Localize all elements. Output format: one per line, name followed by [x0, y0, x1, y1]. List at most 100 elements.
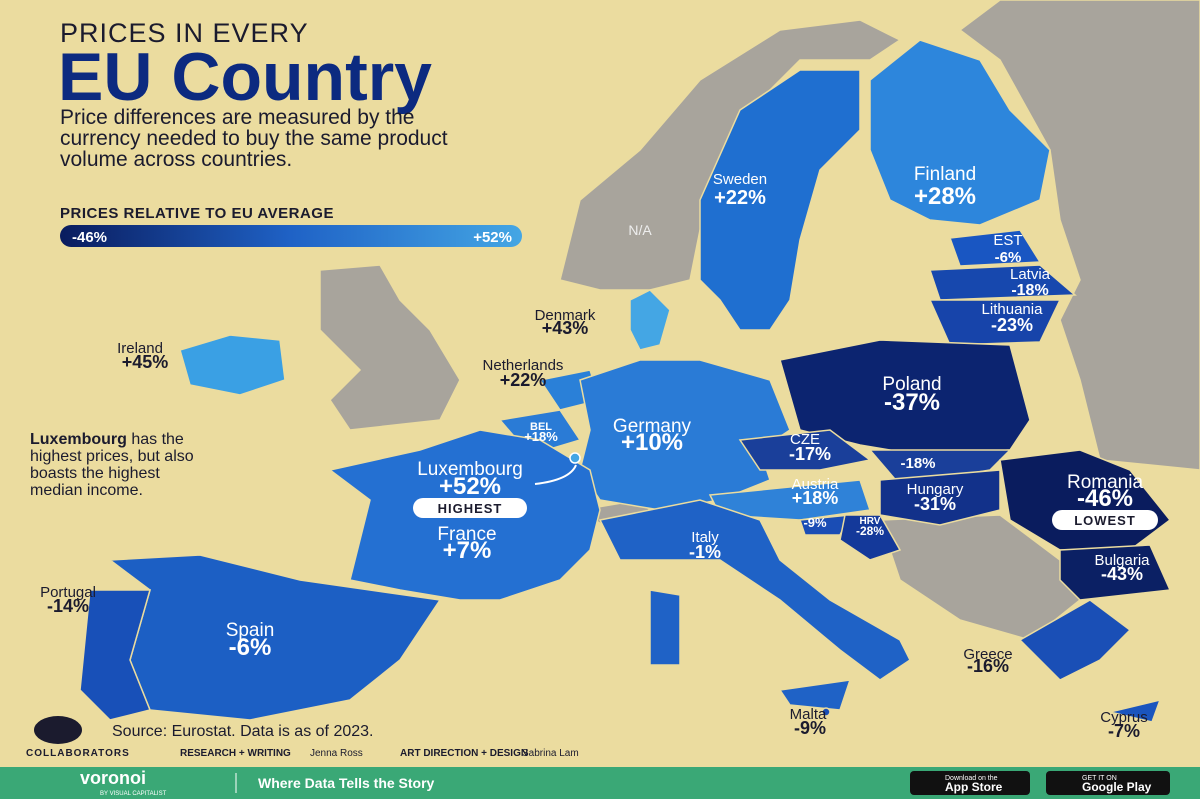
tagline: Where Data Tells the Story	[258, 775, 435, 791]
country-tag: LOWEST	[1074, 513, 1136, 528]
country	[79, 589, 152, 721]
country-name: Netherlands	[483, 357, 564, 374]
country-name: CZE	[790, 431, 820, 448]
country	[1018, 599, 1132, 681]
country-value: +52%	[439, 473, 501, 500]
subtitle: Price differences are measured by the cu…	[60, 106, 448, 171]
country-name: Denmark	[535, 307, 596, 324]
country-name: Italy	[691, 529, 719, 546]
credits: COLLABORATORS RESEARCH + WRITING Jenna R…	[26, 748, 579, 759]
na-label: N/A	[628, 222, 652, 238]
annotation-line: boasts the highest	[30, 465, 160, 482]
country-value: -14%	[47, 596, 89, 616]
country-name: Lithuania	[982, 301, 1044, 318]
land-gray	[319, 264, 461, 431]
country	[629, 289, 671, 351]
credits-label: COLLABORATORS	[26, 748, 130, 759]
country-value: +18%	[792, 488, 839, 508]
country-name: Germany	[613, 416, 692, 437]
google-play-button[interactable]	[1046, 771, 1170, 795]
country-value: -46%	[1077, 485, 1133, 512]
app-store-button[interactable]	[910, 771, 1030, 795]
country-name: Luxembourg	[417, 459, 523, 480]
credit-name: Sabrina Lam	[522, 748, 579, 759]
country-name: BEL	[530, 421, 552, 433]
country-name: EST	[993, 232, 1022, 249]
country-value: -28%	[856, 524, 884, 538]
country-value: -18%	[1011, 282, 1048, 299]
annotation: Luxembourg has the highest prices, but a…	[30, 431, 194, 499]
country-value: -6%	[229, 634, 272, 661]
luxembourg-marker	[569, 452, 581, 464]
annotation-line: highest prices, but also	[30, 448, 194, 465]
country-name: Romania	[1067, 472, 1143, 493]
brand: voronoi	[80, 768, 146, 788]
tag-pill	[413, 498, 527, 518]
country-value: -7%	[1108, 721, 1140, 741]
annotation-line: Luxembourg has the	[30, 431, 184, 448]
country-name: Portugal	[40, 584, 96, 601]
country-value: -43%	[1101, 564, 1143, 584]
country	[868, 449, 1012, 486]
kicker: PRICES IN EVERY	[60, 18, 309, 48]
title: EU Country	[58, 39, 432, 115]
legend-max: +52%	[473, 229, 512, 246]
country-name: Cyprus	[1100, 709, 1148, 726]
country	[1059, 544, 1172, 601]
country-value: +43%	[542, 318, 589, 338]
country-name: Latvia	[1010, 266, 1051, 283]
country	[1109, 698, 1162, 723]
country-value: -37%	[884, 389, 940, 416]
country-name: Greece	[963, 646, 1012, 663]
country-value: +45%	[122, 352, 169, 372]
app-store-small: Download on the	[945, 775, 998, 782]
country-value: -17%	[789, 444, 831, 464]
credit-name: Jenna Ross	[310, 748, 363, 759]
country-tag: HIGHEST	[438, 501, 503, 516]
country-value: +10%	[621, 429, 683, 456]
tag-pill	[1052, 510, 1158, 530]
annotation-bold: Luxembourg	[30, 431, 127, 448]
country-name: Ireland	[117, 340, 163, 357]
country-value: -23%	[991, 315, 1033, 335]
country	[699, 69, 861, 331]
country-value: -9%	[803, 515, 827, 530]
country	[928, 264, 1077, 301]
country-name: Malta	[790, 706, 827, 723]
country	[879, 469, 1001, 526]
country	[738, 429, 872, 471]
credit-role: ART DIRECTION + DESIGN	[400, 748, 528, 759]
land-gray	[958, 0, 1200, 471]
annotation-text: has the	[127, 431, 184, 448]
country-value: +18%	[524, 429, 558, 444]
country-name: France	[437, 524, 496, 545]
country-name: Hungary	[907, 481, 964, 498]
legend-min: -46%	[72, 229, 107, 246]
country-value: -18%	[900, 455, 935, 472]
country	[948, 229, 1042, 267]
country-value: -9%	[794, 718, 826, 738]
country	[798, 514, 852, 536]
logo-mark	[34, 716, 82, 744]
subtitle-line: currency needed to buy the same product	[60, 127, 448, 150]
country	[928, 299, 1062, 346]
legend-bar	[60, 225, 522, 247]
brand-sub: BY VISUAL CAPITALIST	[100, 791, 167, 797]
country	[869, 39, 1051, 226]
arrow	[534, 464, 577, 485]
app-store-label: App Store	[945, 780, 1003, 794]
country-value: -31%	[914, 494, 956, 514]
credit-role: RESEARCH + WRITING	[180, 748, 291, 759]
country	[778, 679, 852, 711]
country-name: Bulgaria	[1094, 552, 1150, 569]
country-value: +22%	[500, 370, 547, 390]
country-name: HRV	[860, 516, 881, 527]
country-value: +7%	[443, 537, 492, 564]
country	[821, 707, 831, 717]
subtitle-line: volume across countries.	[60, 148, 292, 171]
country-name: Sweden	[713, 171, 767, 188]
google-play-label: Google Play	[1082, 780, 1152, 794]
annotation-line: median income.	[30, 482, 143, 499]
